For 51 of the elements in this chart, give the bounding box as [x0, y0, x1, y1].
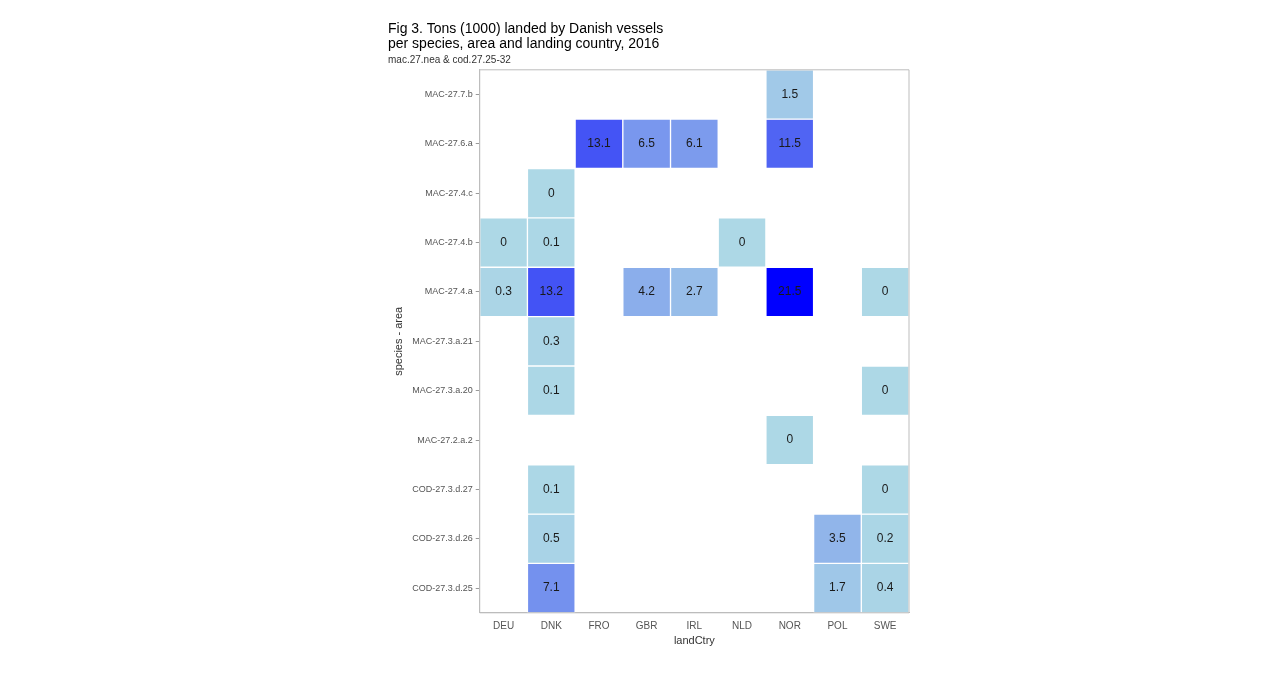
x-tick-label: NOR [778, 619, 801, 631]
data-label: 0 [881, 284, 889, 299]
data-label: 4.2 [638, 284, 656, 299]
y-tick-label: MAC-27.4.c [425, 187, 474, 198]
x-tick-label: NLD [732, 619, 753, 631]
y-tick-label: MAC-27.4.a [424, 286, 473, 297]
x-tick-label: DEU [493, 619, 515, 631]
data-label: 1.5 [781, 86, 799, 101]
data-label: 7.1 [542, 580, 560, 595]
chart-title: Fig 3. Tons (1000) landed by Danish vessels per species, area and landing country, 2016 [388, 19, 664, 51]
y-tick-label: MAC-27.6.a [424, 138, 473, 149]
data-label: 21.5 [778, 284, 802, 299]
y-tick-label: MAC-27.4.b [424, 237, 473, 248]
x-tick-label: IRL [686, 619, 703, 631]
data-label: 2.7 [686, 284, 704, 299]
y-tick-label: COD-27.3.d.27 [412, 483, 473, 494]
y-tick-label: MAC-27.3.a.20 [412, 385, 473, 396]
data-label: 0 [738, 234, 746, 249]
data-label: 0.3 [495, 284, 513, 299]
x-tick-label: SWE [873, 619, 897, 631]
data-label: 11.5 [778, 136, 802, 151]
data-label: 0.3 [542, 333, 560, 348]
x-tick-label: POL [827, 619, 848, 631]
data-label: 6.1 [686, 136, 704, 151]
data-label: 0.5 [542, 531, 560, 546]
data-label: 3.5 [829, 531, 847, 546]
x-axis-title: landCtry [673, 634, 716, 647]
y-tick-label: MAC-27.3.a.21 [412, 335, 473, 346]
data-label: 0 [547, 185, 555, 200]
data-label: 6.5 [638, 136, 656, 151]
data-label: 0 [881, 382, 889, 397]
y-tick-label: MAC-27.2.a.2 [417, 434, 473, 445]
x-tick-label: FRO [588, 619, 610, 631]
data-label: 0.2 [876, 531, 894, 546]
y-tick-label: COD-27.3.d.26 [412, 533, 473, 544]
data-label: 0 [500, 234, 508, 249]
x-tick-label: GBR [635, 619, 658, 631]
chart-subtitle: mac.27.nea & cod.27.25-32 [388, 53, 512, 65]
data-label: 0.1 [542, 481, 560, 496]
data-label: 0 [881, 481, 889, 496]
data-label: 0.1 [542, 234, 560, 249]
data-label: 0.1 [542, 382, 560, 397]
data-label: 0.4 [876, 580, 894, 595]
y-tick-label: MAC-27.7.b [424, 88, 473, 99]
x-tick-label: DNK [540, 619, 563, 631]
data-label: 13.2 [539, 284, 564, 299]
data-label: 13.1 [587, 136, 611, 151]
y-axis-title: species - area [391, 305, 404, 376]
y-tick-label: COD-27.3.d.25 [412, 582, 473, 593]
data-label: 1.7 [829, 580, 847, 595]
data-label: 0 [786, 432, 794, 447]
